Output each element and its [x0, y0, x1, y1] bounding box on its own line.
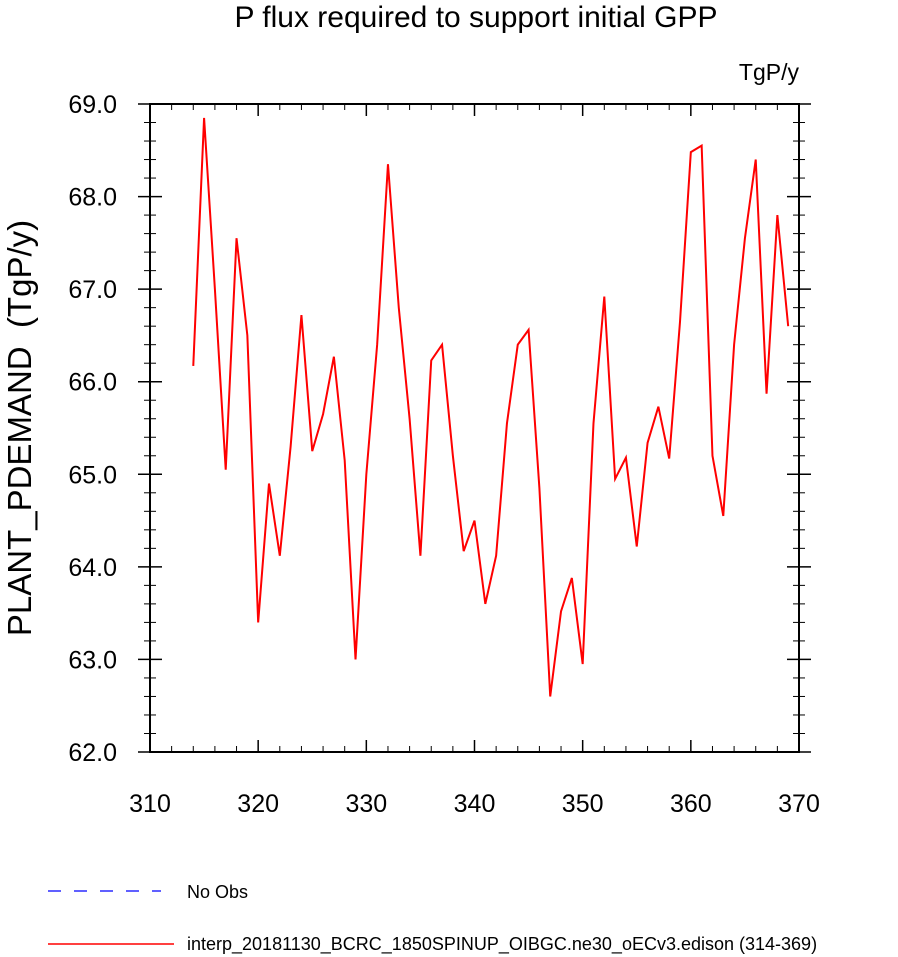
tick-labels-layer: 310 320 330 340 350 360 370 62.0 63.0 64.0 65.0 66.…	[68, 91, 820, 818]
x-tick-label: 370	[778, 790, 820, 818]
chart-title: P flux required to support initial GPP	[234, 1, 717, 34]
y-tick-label: 66.0	[68, 369, 117, 397]
series-line-1	[192, 117, 790, 697]
x-tick-label: 350	[562, 790, 604, 818]
y-tick-label: 69.0	[68, 91, 117, 119]
x-tick-label: 340	[454, 790, 496, 818]
y-axis-label: PLANT_PDEMAND (TgP/y)	[1, 220, 38, 636]
y-tick-label: 67.0	[68, 276, 117, 304]
units-label: TgP/y	[739, 59, 800, 85]
legend: No Obs interp_20181130_BCRC_1850SPINUP_O…	[48, 882, 817, 955]
x-tick-label: 310	[129, 790, 171, 818]
legend-label-model-run: interp_20181130_BCRC_1850SPINUP_OIBGC.ne…	[187, 934, 817, 955]
x-tick-label: 320	[237, 790, 279, 818]
y-tick-label: 64.0	[68, 554, 117, 582]
y-tick-label: 68.0	[68, 184, 117, 212]
series-layer	[192, 117, 790, 697]
ticks-layer	[138, 103, 811, 753]
plot-frame	[149, 103, 800, 753]
y-tick-label: 63.0	[68, 646, 117, 674]
x-tick-label: 360	[670, 790, 712, 818]
x-tick-label: 330	[345, 790, 387, 818]
y-tick-label: 65.0	[68, 461, 117, 489]
y-tick-label: 62.0	[68, 739, 117, 767]
legend-label-no-obs: No Obs	[187, 882, 248, 902]
